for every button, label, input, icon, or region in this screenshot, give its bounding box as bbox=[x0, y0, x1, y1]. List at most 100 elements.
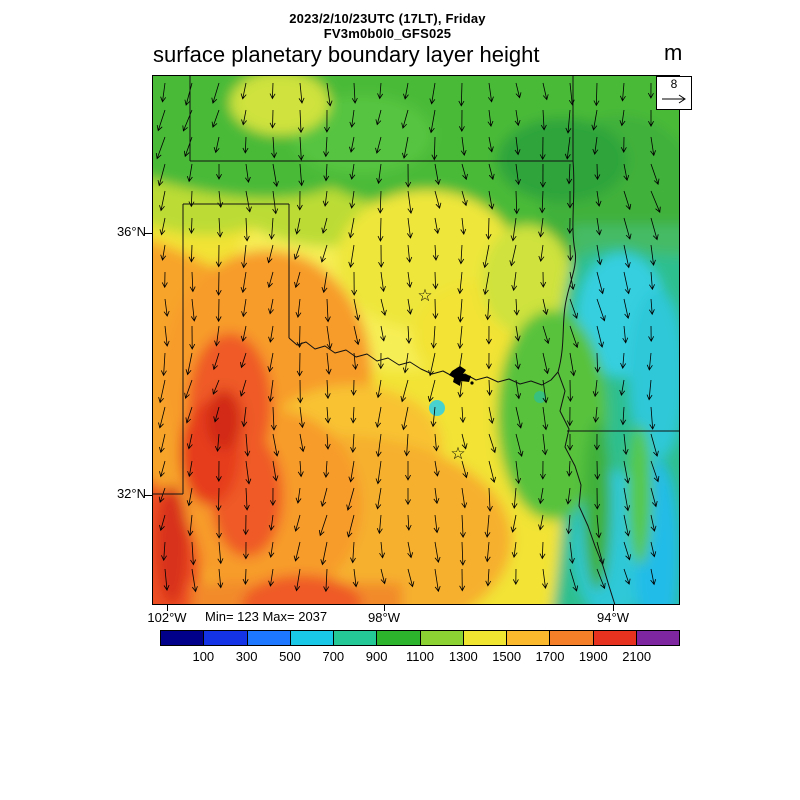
wind-arrow bbox=[242, 514, 249, 536]
wind-arrow bbox=[188, 244, 195, 263]
wind-arrow bbox=[566, 406, 573, 427]
colorbar-cell bbox=[549, 630, 594, 646]
wind-arrow bbox=[324, 406, 331, 424]
wind-arrow bbox=[542, 82, 549, 101]
wind-arrow bbox=[349, 163, 356, 180]
wind-arrow bbox=[648, 298, 655, 316]
wind-arrow bbox=[293, 541, 301, 562]
wind-arrow bbox=[377, 217, 384, 242]
wind-arrow bbox=[272, 163, 279, 188]
wind-arrow bbox=[375, 433, 382, 458]
wind-arrow bbox=[566, 460, 573, 477]
colorbar-cell bbox=[246, 630, 291, 646]
city-star-marker: ☆ bbox=[450, 444, 465, 464]
wind-arrow bbox=[488, 406, 495, 425]
colorbar-cell bbox=[506, 630, 551, 646]
wind-arrow bbox=[650, 541, 657, 558]
wind-arrow bbox=[460, 136, 467, 157]
wind-arrow bbox=[296, 352, 303, 377]
wind-arrow bbox=[538, 514, 544, 531]
wind-arrow bbox=[485, 217, 492, 240]
wind-arrow bbox=[596, 541, 605, 565]
wind-arrow bbox=[514, 352, 521, 370]
wind-arrow bbox=[379, 541, 386, 559]
colorbar-tick-label: 300 bbox=[235, 649, 258, 664]
colorbar-tick-label: 1500 bbox=[492, 649, 522, 664]
wind-arrow bbox=[596, 568, 606, 590]
wind-arrow bbox=[351, 271, 358, 296]
wind-arrow bbox=[623, 460, 631, 484]
wind-arrow bbox=[346, 487, 355, 511]
wind-arrow bbox=[406, 217, 413, 239]
colorbar bbox=[160, 630, 680, 646]
wind-arrow bbox=[348, 217, 355, 239]
wind-arrow bbox=[240, 271, 247, 294]
wind-arrow bbox=[215, 244, 222, 268]
wind-arrow bbox=[323, 568, 330, 593]
wind-arrow bbox=[515, 163, 521, 186]
wind-arrow bbox=[434, 217, 440, 235]
wind-arrow bbox=[184, 82, 193, 106]
wind-arrow bbox=[266, 244, 274, 264]
wind-arrow bbox=[649, 271, 655, 291]
wind-arrow bbox=[429, 82, 436, 105]
wind-arrow bbox=[542, 406, 549, 431]
wind-arrow bbox=[271, 136, 277, 159]
wind-arrow bbox=[184, 379, 193, 400]
wind-arrow bbox=[242, 568, 249, 585]
wind-arrow bbox=[542, 352, 550, 375]
wind-arrow bbox=[213, 406, 220, 423]
wind-arrow bbox=[430, 406, 437, 428]
wind-arrow bbox=[297, 109, 304, 134]
wind-arrow bbox=[240, 325, 247, 342]
wind-arrow bbox=[401, 109, 409, 129]
wind-arrow bbox=[623, 271, 631, 295]
lake-blob bbox=[449, 366, 474, 386]
wind-arrow bbox=[241, 298, 247, 318]
wind-arrow bbox=[243, 217, 250, 242]
wind-arrow bbox=[350, 541, 356, 564]
wind-arrow bbox=[321, 217, 328, 234]
field-detail-spots bbox=[429, 391, 546, 416]
wind-arrow bbox=[623, 568, 631, 585]
wind-arrow bbox=[647, 82, 654, 99]
colorbar-cell bbox=[160, 630, 205, 646]
wind-arrow bbox=[457, 379, 464, 398]
wind-arrow bbox=[488, 190, 495, 210]
colorbar-tick-label: 700 bbox=[322, 649, 345, 664]
wind-arrow bbox=[487, 82, 494, 103]
wind-arrow bbox=[298, 406, 305, 429]
min-max-stats: Min= 123 Max= 2037 bbox=[205, 609, 328, 624]
wind-arrow bbox=[650, 163, 660, 185]
wind-arrow bbox=[540, 109, 547, 131]
lat-tick-mark bbox=[144, 233, 152, 234]
wind-arrow bbox=[623, 298, 631, 320]
wind-arrow bbox=[459, 541, 466, 566]
wind-arrow bbox=[592, 136, 599, 156]
wind-arrow bbox=[401, 136, 409, 159]
wind-arrow bbox=[461, 460, 469, 479]
wind-arrow bbox=[240, 352, 247, 369]
wind-arrow bbox=[377, 190, 384, 214]
wind-arrow bbox=[320, 541, 328, 566]
wind-arrow bbox=[186, 487, 193, 507]
wind-arrow bbox=[158, 406, 166, 429]
wind-arrow bbox=[457, 325, 464, 350]
wind-arrow bbox=[322, 190, 329, 207]
wind-arrow bbox=[217, 568, 224, 589]
wind-arrow bbox=[380, 271, 386, 293]
wind-arrow bbox=[433, 433, 440, 452]
colorbar-cell bbox=[635, 630, 680, 646]
wind-arrow bbox=[569, 325, 579, 349]
border-red-river bbox=[288, 337, 559, 386]
wind-arrow bbox=[267, 379, 274, 403]
wind-arrow bbox=[623, 217, 632, 240]
wind-arrow bbox=[509, 244, 517, 267]
wind-arrow bbox=[568, 82, 575, 106]
wind-arrow bbox=[539, 460, 546, 480]
wind-arrow bbox=[268, 514, 275, 531]
wind-arrow bbox=[212, 379, 220, 395]
wind-arrow bbox=[214, 325, 220, 347]
wind-arrow bbox=[348, 460, 355, 483]
wind-arrow bbox=[594, 352, 601, 373]
